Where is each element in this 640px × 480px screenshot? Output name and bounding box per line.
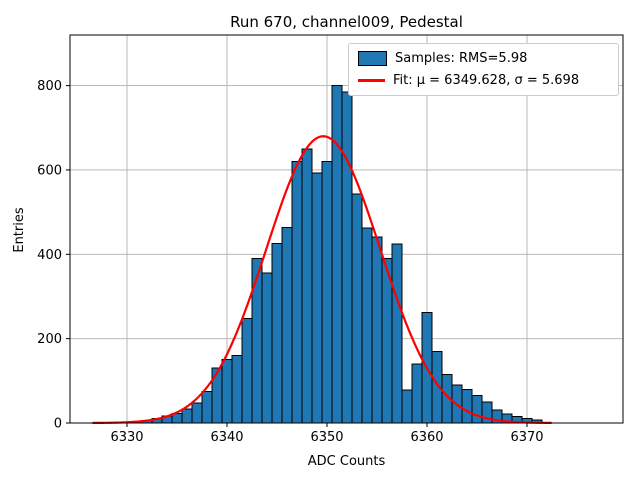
y-tick-label: 600 [37, 163, 62, 178]
y-tick-label: 200 [37, 332, 62, 347]
histogram-bar [291, 161, 303, 424]
axis-ticks [66, 85, 528, 427]
x-tick-label: 6340 [210, 430, 243, 445]
x-tick-label: 6330 [110, 430, 143, 445]
x-tick-label: 6360 [410, 430, 443, 445]
y-tick-label: 400 [37, 248, 62, 263]
x-tick-label: 6350 [310, 430, 343, 445]
fit-curve [91, 135, 553, 425]
histogram-bar [241, 317, 253, 424]
axis-tick-labels: 6330 6340 6350 6360 6370 0 200 400 600 800 [37, 79, 543, 445]
y-axis-label: Entries [12, 207, 27, 253]
x-tick-label: 6370 [510, 430, 543, 445]
histogram-bar [191, 402, 203, 424]
x-axis-label: ADC Counts [307, 454, 386, 469]
y-tick-label: 0 [54, 417, 62, 432]
histogram-bar [231, 355, 243, 424]
legend-samples-label: Samples: RMS=5.98 [395, 51, 528, 66]
histogram-bar [361, 227, 373, 424]
histogram-bar [301, 148, 313, 424]
histogram-bar [181, 408, 193, 424]
histogram-bar [371, 236, 383, 424]
legend-fit-label: Fit: μ = 6349.628, σ = 5.698 [393, 73, 580, 88]
histogram-bar [281, 227, 293, 424]
legend-fit-row: Fit: μ = 6349.628, σ = 5.698 [358, 73, 618, 88]
y-tick-label: 800 [37, 79, 62, 94]
legend-samples-row: Samples: RMS=5.98 [358, 51, 618, 66]
histogram-bar [341, 91, 353, 424]
plot-border [69, 34, 624, 424]
chart-title: Run 670, channel009, Pedestal [230, 13, 463, 31]
histogram-bar [271, 242, 283, 424]
histogram-bar [331, 85, 343, 424]
histogram-bar [251, 258, 263, 424]
histogram-bar [221, 359, 233, 424]
histogram-bar [201, 390, 213, 424]
legend-samples-swatch-icon [358, 51, 387, 66]
histogram-bar [391, 243, 403, 424]
histogram-bar [351, 193, 363, 424]
histogram-bar [321, 161, 333, 424]
legend-fit-line-icon [358, 79, 385, 82]
histogram-bar [401, 389, 413, 424]
legend: Samples: RMS=5.98 Fit: μ = 6349.628, σ =… [348, 43, 619, 96]
histogram-bar [311, 172, 323, 424]
histogram-bars [141, 85, 543, 424]
histogram-bar [261, 272, 273, 424]
histogram-bar [471, 395, 483, 424]
histogram-bar [411, 363, 423, 424]
histogram-bar [461, 388, 473, 424]
